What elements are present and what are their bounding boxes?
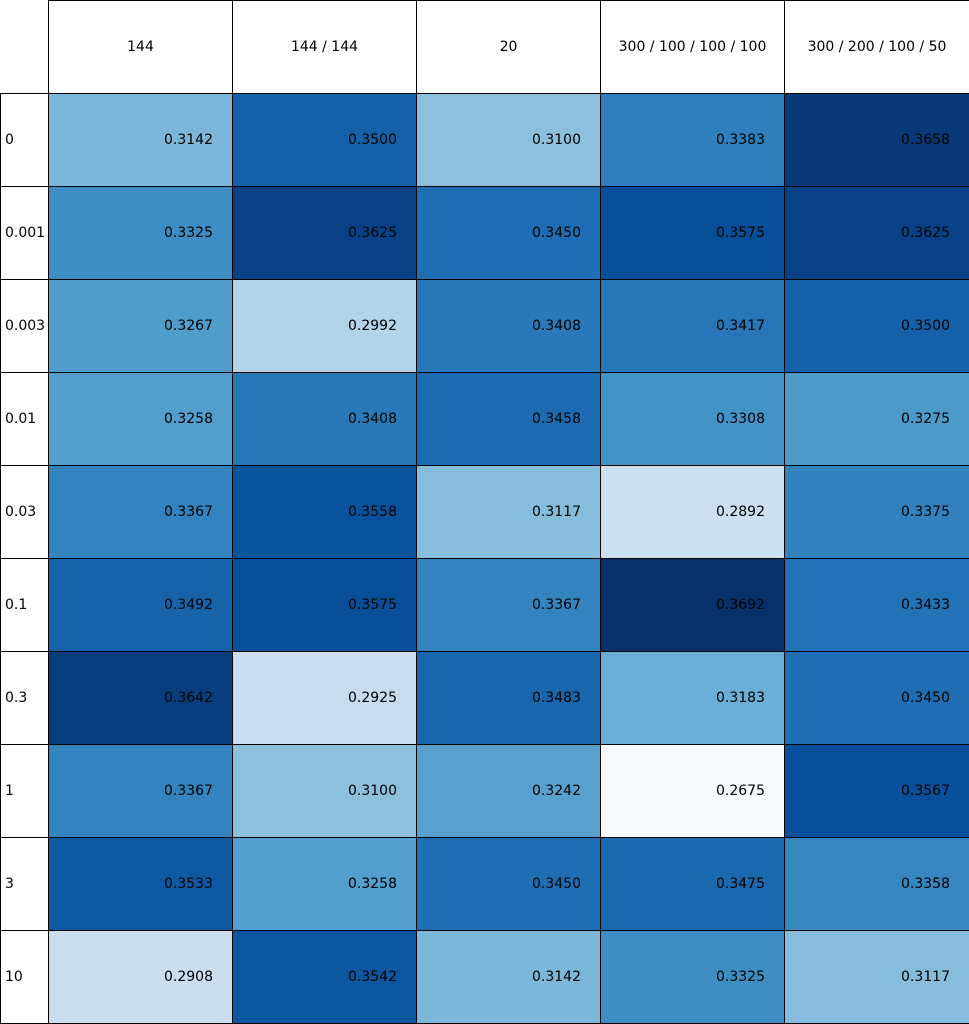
heatmap-cell: 0.3258 — [232, 837, 417, 931]
heatmap-cell: 0.3492 — [48, 558, 233, 652]
heatmap-cell: 0.3375 — [784, 465, 969, 559]
heatmap-cell: 0.3267 — [48, 279, 233, 373]
heatmap-cell: 0.3142 — [416, 930, 601, 1024]
heatmap-cell: 0.3692 — [600, 558, 785, 652]
heatmap-cell: 0.3367 — [48, 744, 233, 838]
heatmap-cell: 0.3100 — [416, 93, 601, 187]
heatmap-cell: 0.3367 — [48, 465, 233, 559]
heatmap-cell: 0.3450 — [416, 837, 601, 931]
heatmap-cell: 0.3242 — [416, 744, 601, 838]
heatmap-cell: 0.2992 — [232, 279, 417, 373]
heatmap-cell: 0.2675 — [600, 744, 785, 838]
heatmap-cell: 0.3433 — [784, 558, 969, 652]
row-label: 0.1 — [0, 558, 50, 652]
heatmap-cell: 0.3100 — [232, 744, 417, 838]
heatmap-cell: 0.3258 — [48, 372, 233, 466]
heatmap-cell: 0.3558 — [232, 465, 417, 559]
heatmap-cell: 0.3383 — [600, 93, 785, 187]
heatmap-cell: 0.3575 — [232, 558, 417, 652]
heatmap-cell: 0.3458 — [416, 372, 601, 466]
heatmap-cell: 0.3450 — [416, 186, 601, 280]
row-label: 1 — [0, 744, 50, 838]
heatmap-cell: 0.3408 — [416, 279, 601, 373]
table-corner — [0, 0, 48, 93]
heatmap-cell: 0.3567 — [784, 744, 969, 838]
heatmap-cell: 0.3142 — [48, 93, 233, 187]
column-header: 20 — [416, 0, 601, 94]
heatmap-cell: 0.2892 — [600, 465, 785, 559]
heatmap-cell: 0.3450 — [784, 651, 969, 745]
heatmap-cell: 0.3367 — [416, 558, 601, 652]
row-label: 0.03 — [0, 465, 50, 559]
row-label: 0.01 — [0, 372, 50, 466]
heatmap-cell: 0.3183 — [600, 651, 785, 745]
row-label: 0.3 — [0, 651, 50, 745]
heatmap-cell: 0.3325 — [48, 186, 233, 280]
row-label: 0.001 — [0, 186, 50, 280]
column-header: 300 / 100 / 100 / 100 — [600, 0, 785, 94]
heatmap-cell: 0.3575 — [600, 186, 785, 280]
heatmap-cell: 0.3358 — [784, 837, 969, 931]
heatmap-cell: 0.3642 — [48, 651, 233, 745]
heatmap-cell: 0.3408 — [232, 372, 417, 466]
heatmap-cell: 0.3275 — [784, 372, 969, 466]
heatmap-cell: 0.3417 — [600, 279, 785, 373]
heatmap-cell: 0.2925 — [232, 651, 417, 745]
heatmap-cell: 0.3625 — [784, 186, 969, 280]
column-header: 144 / 144 — [232, 0, 417, 94]
row-label: 3 — [0, 837, 50, 931]
row-label: 0 — [0, 93, 50, 187]
row-label: 10 — [0, 930, 50, 1024]
heatmap-cell: 0.3117 — [784, 930, 969, 1024]
heatmap-cell: 0.3625 — [232, 186, 417, 280]
heatmap-cell: 0.3483 — [416, 651, 601, 745]
heatmap-cell: 0.3500 — [232, 93, 417, 187]
heatmap-cell: 0.3533 — [48, 837, 233, 931]
heatmap-cell: 0.3475 — [600, 837, 785, 931]
heatmap-cell: 0.2908 — [48, 930, 233, 1024]
column-header: 300 / 200 / 100 / 50 — [784, 0, 969, 94]
heatmap-cell: 0.3500 — [784, 279, 969, 373]
heatmap-cell: 0.3542 — [232, 930, 417, 1024]
heatmap-cell: 0.3308 — [600, 372, 785, 466]
heatmap-cell: 0.3117 — [416, 465, 601, 559]
heatmap-cell: 0.3325 — [600, 930, 785, 1024]
row-label: 0.003 — [0, 279, 50, 373]
column-header: 144 — [48, 0, 233, 94]
heatmap-cell: 0.3658 — [784, 93, 969, 187]
